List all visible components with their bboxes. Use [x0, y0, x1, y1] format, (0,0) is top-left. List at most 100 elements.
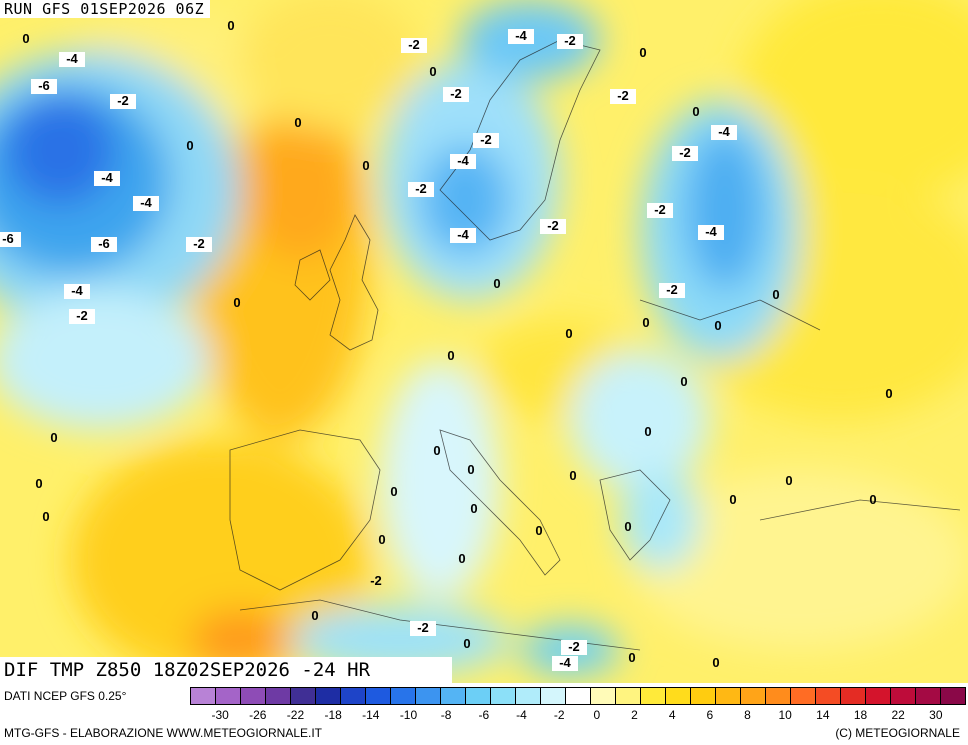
color-scale-swatch — [341, 688, 366, 704]
contour-label: 0 — [644, 424, 651, 439]
contour-label: -4 — [559, 655, 571, 670]
color-scale-tick-label: -14 — [362, 708, 380, 722]
color-scale-swatch — [441, 688, 466, 704]
contour-label: -2 — [666, 282, 678, 297]
contour-label: -4 — [66, 51, 78, 66]
contour-label: 0 — [885, 386, 892, 401]
footer: DATI NCEP GFS 0.25° -30 -26 -22 -18 -14 -10 -8… — [0, 683, 968, 745]
color-scale-swatch — [691, 688, 716, 704]
contour-label: -4 — [71, 283, 83, 298]
contour-label: -2 — [370, 573, 382, 588]
contour-label: 0 — [714, 318, 721, 333]
contour-label: -4 — [101, 170, 113, 185]
color-scale-swatch — [266, 688, 291, 704]
color-scale-swatch — [241, 688, 266, 704]
color-scale-tick-label: -22 — [286, 708, 305, 722]
contour-label: -2 — [547, 218, 559, 233]
contour-label: -4 — [515, 28, 527, 43]
color-scale-swatch — [191, 688, 216, 704]
color-scale-swatch — [641, 688, 666, 704]
color-scale-tick-label: 22 — [891, 708, 905, 722]
field-title: DIF TMP Z850 18Z02SEP2026 -24 HR — [0, 657, 452, 683]
contour-label: -2 — [76, 308, 88, 323]
contour-label: 0 — [50, 430, 57, 445]
contour-label: 0 — [772, 287, 779, 302]
contour-label: -2 — [193, 236, 205, 251]
color-scale-tick-label: 8 — [744, 708, 751, 722]
color-scale-swatch — [666, 688, 691, 704]
contour-label: 0 — [362, 158, 369, 173]
color-scale-tick-label: -30 — [211, 708, 229, 722]
color-scale-swatch — [491, 688, 516, 704]
color-scale-swatch — [816, 688, 841, 704]
contour-label: -2 — [564, 33, 576, 48]
color-scale-swatch — [216, 688, 241, 704]
contour-label: 0 — [470, 501, 477, 516]
color-scale-swatch — [566, 688, 591, 704]
run-title: RUN GFS 01SEP2026 06Z — [0, 0, 211, 18]
color-scale-tick-label: 30 — [929, 708, 943, 722]
color-scale-swatch — [416, 688, 441, 704]
contour-label: 0 — [390, 484, 397, 499]
color-scale-bar — [190, 687, 966, 705]
contour-label: -2 — [617, 88, 629, 103]
contour-label: 0 — [227, 18, 234, 33]
color-scale-swatch — [391, 688, 416, 704]
color-scale-swatch — [616, 688, 641, 704]
color-scale-swatch — [891, 688, 916, 704]
color-scale-swatch — [866, 688, 891, 704]
color-scale-swatch — [766, 688, 791, 704]
contour-label: 0 — [869, 492, 876, 507]
color-scale-swatch — [941, 688, 965, 704]
color-scale-swatch — [541, 688, 566, 704]
contour-label: 0 — [785, 473, 792, 488]
contour-label: 0 — [458, 551, 465, 566]
contour-label: 0 — [639, 45, 646, 60]
contour-label: -4 — [457, 153, 469, 168]
contour-label: 0 — [692, 104, 699, 119]
contour-label: 0 — [680, 374, 687, 389]
color-scale-tick-label: -2 — [553, 708, 565, 722]
contour-label: 0 — [569, 468, 576, 483]
color-scale-swatch — [291, 688, 316, 704]
color-scale-swatch — [516, 688, 541, 704]
contour-label: 0 — [22, 31, 29, 46]
color-scale-ticks: -30 -26 -22 -18 -14 -10 -8 -6 -4 -2 0 2 4 6 8 10 14 18 22 3… — [190, 708, 966, 722]
color-scale-tick-label: 2 — [631, 708, 638, 722]
data-source-label: DATI NCEP GFS 0.25° — [4, 689, 127, 703]
contour-label: 0 — [535, 523, 542, 538]
color-scale-swatch — [366, 688, 391, 704]
color-scale-tick-label: 6 — [706, 708, 714, 722]
contour-label: -2 — [415, 181, 427, 196]
color-scale-tick-label: -26 — [249, 708, 267, 722]
contour-label: 0 — [642, 315, 649, 330]
contour-label: 0 — [565, 326, 572, 341]
color-scale-tick-label: 18 — [853, 708, 868, 722]
contour-label: -2 — [117, 93, 129, 108]
contour-label: -4 — [705, 224, 717, 239]
temperature-difference-map: 0 -4 -6 -2 0 0 -4 -4 -6 -6 -2 -4 -2 0 -2… — [0, 0, 968, 683]
contour-label: 0 — [186, 138, 193, 153]
contour-label: -4 — [140, 195, 152, 210]
contour-label: -6 — [38, 78, 50, 93]
contour-label: -6 — [98, 236, 110, 251]
credit-right: (C) METEOGIORNALE — [835, 726, 960, 740]
contour-label: 0 — [429, 64, 436, 79]
contour-label: -2 — [408, 37, 420, 52]
color-scale-tick-label: -4 — [516, 708, 527, 722]
contour-label: 0 — [624, 519, 631, 534]
contour-label: -4 — [457, 227, 469, 242]
color-scale-tick-label: -6 — [478, 708, 490, 722]
contour-label: 0 — [628, 650, 635, 665]
color-scale-tick-label: -8 — [440, 708, 452, 722]
contour-label: 0 — [463, 636, 470, 651]
contour-label: -2 — [417, 620, 429, 635]
color-scale-tick-label: 14 — [816, 708, 830, 722]
contour-label: 0 — [233, 295, 240, 310]
color-scale-tick-label: -10 — [399, 708, 418, 722]
contour-label: 0 — [729, 492, 736, 507]
contour-label: 0 — [433, 443, 440, 458]
contour-label: -2 — [450, 86, 462, 101]
contour-label: 0 — [42, 509, 49, 524]
contour-label: -4 — [718, 124, 730, 139]
